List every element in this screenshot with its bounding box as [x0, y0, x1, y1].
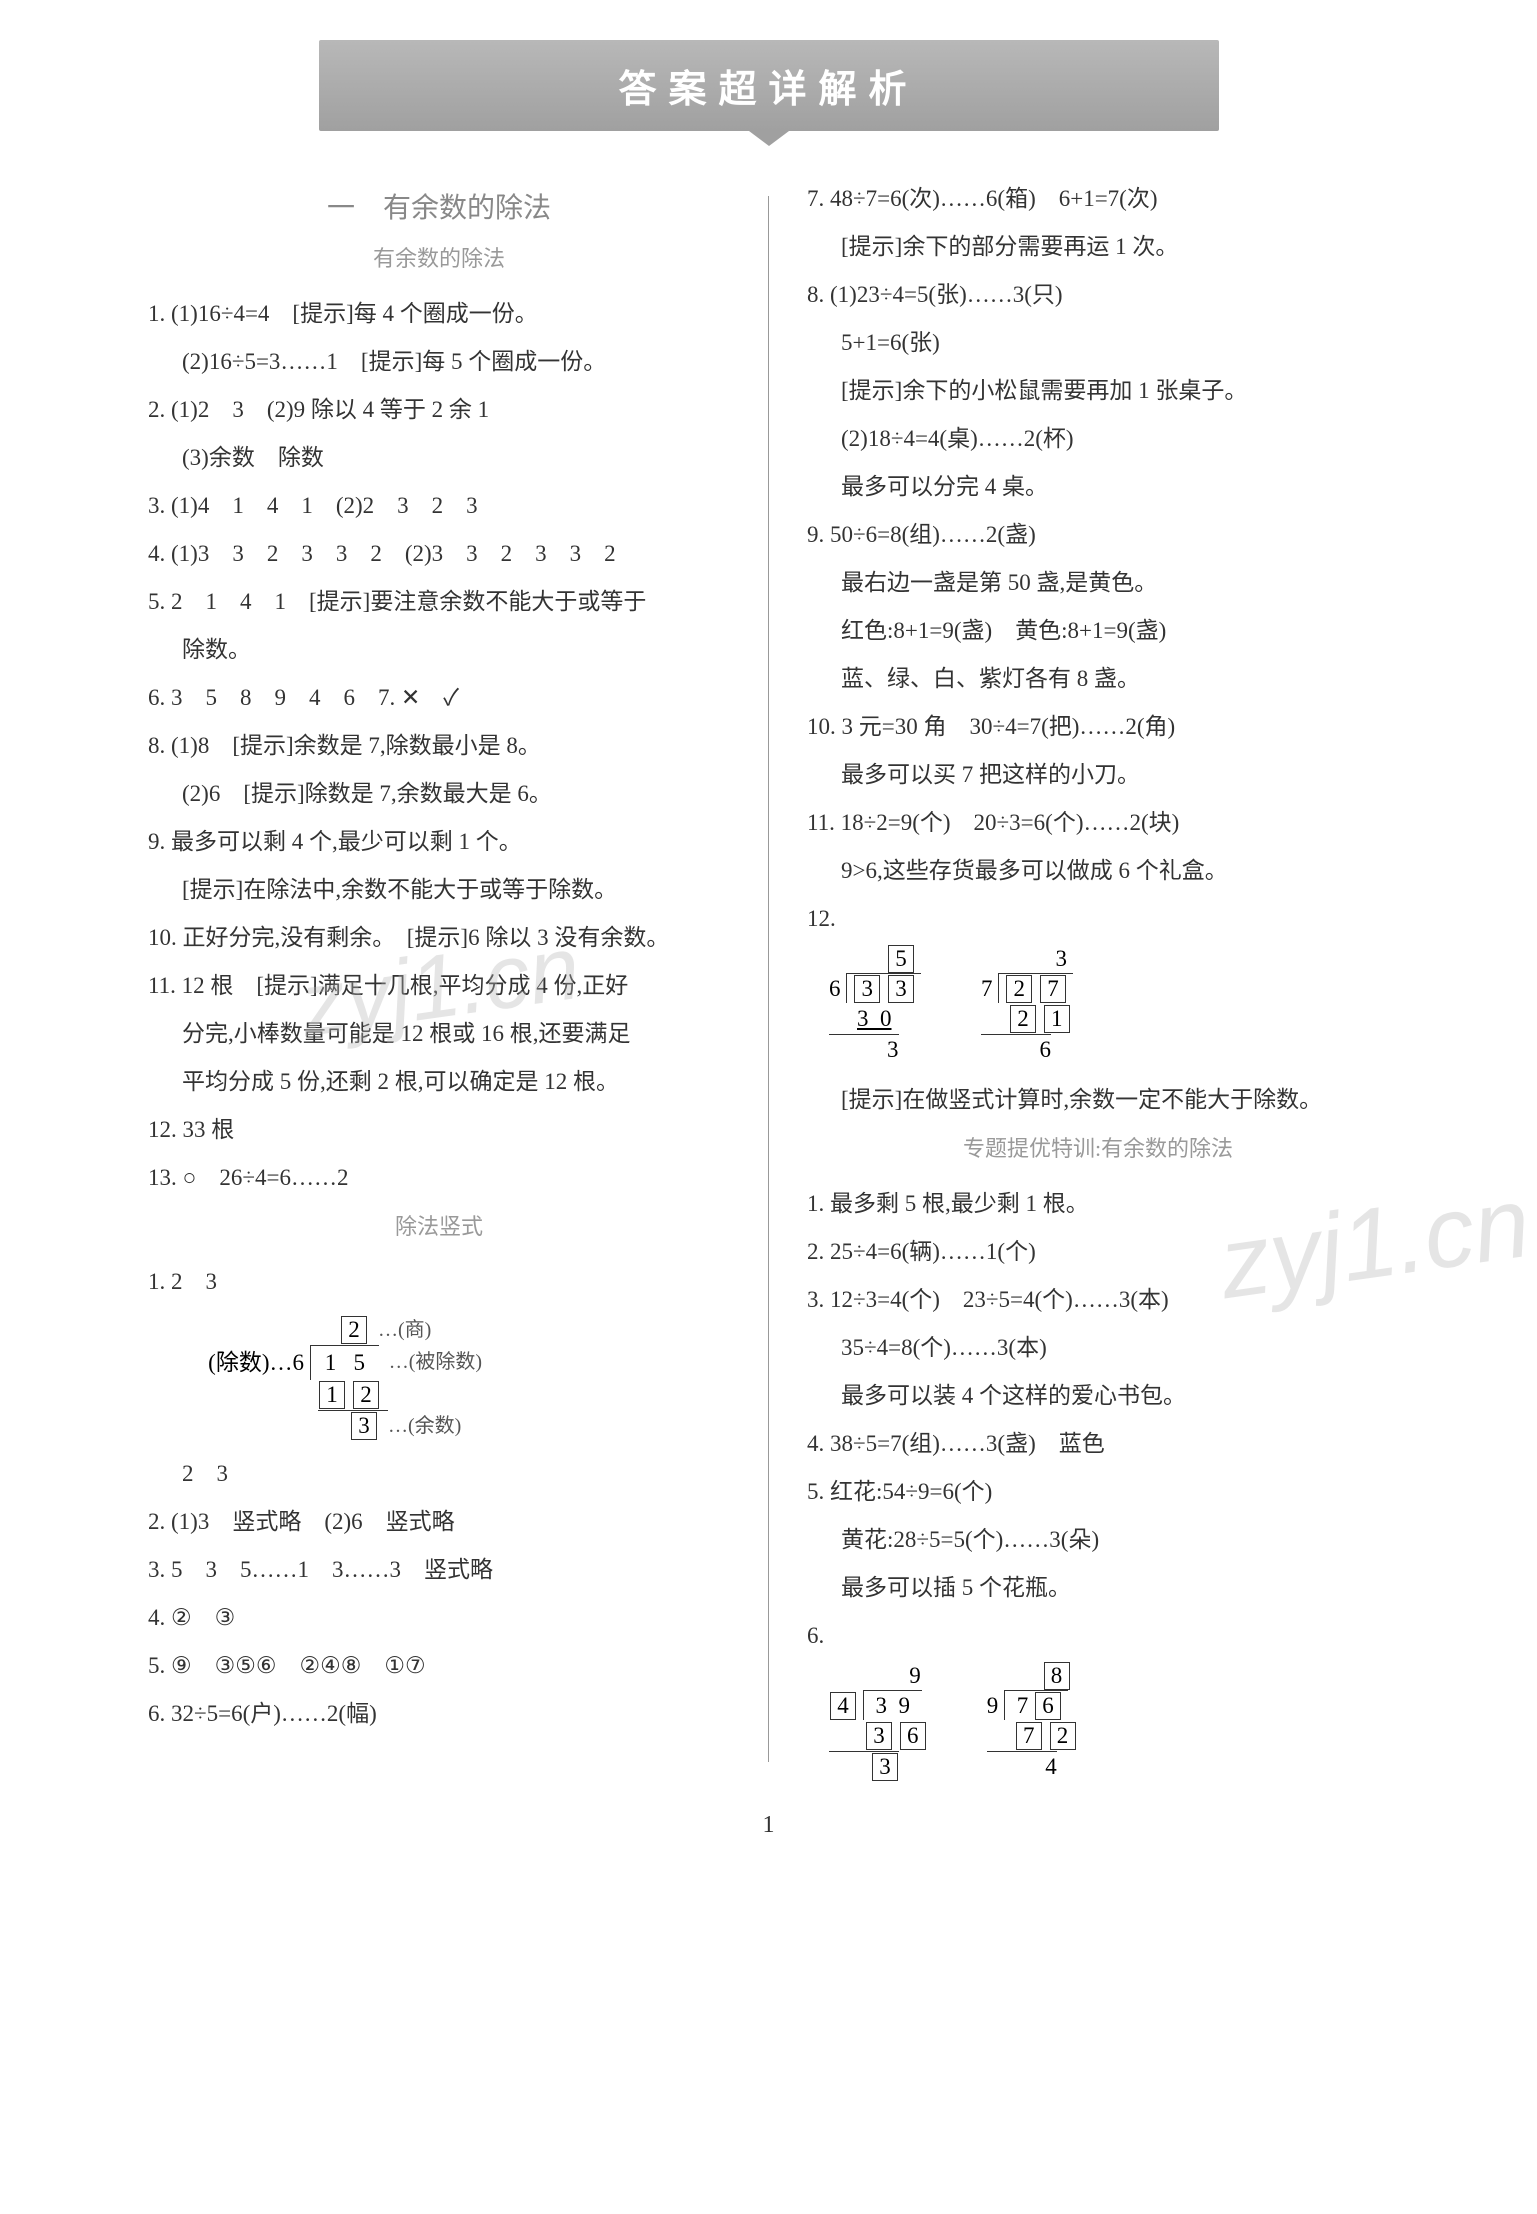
ld-box: 2 [353, 1381, 379, 1409]
answer-line: 平均分成 5 份,还剩 2 根,可以确定是 12 根。 [140, 1059, 738, 1105]
banner-title: 答案超详解析 [319, 58, 1219, 113]
answer-line: 6. 3 5 8 9 4 6 7. ✕ ✓ [140, 675, 738, 721]
section-title: 一 有余数的除法 [140, 186, 738, 226]
answer-line: 最右边一盏是第 50 盏,是黄色。 [799, 560, 1397, 606]
banner-bg: 答案超详解析 [319, 40, 1219, 131]
answer-line: 8. (1)23÷4=5(张)……3(只) [799, 272, 1397, 318]
ld-box: 1 [319, 1381, 345, 1409]
answer-line: 5. 红花:54÷9=6(个) [799, 1469, 1397, 1515]
answer-line: 最多可以分完 4 桌。 [799, 464, 1397, 510]
answer-line: 9. 最多可以剩 4 个,最少可以剩 1 个。 [140, 819, 738, 865]
answer-line: 2 3 [140, 1451, 738, 1497]
long-division-4: 8 9 7 6 7 2 4 [987, 1661, 1077, 1782]
page-number: 1 [0, 1812, 1537, 1839]
answer-line: 4. ② ③ [140, 1595, 738, 1641]
answer-line: [提示]余下的小松鼠需要再加 1 张桌子。 [799, 368, 1397, 414]
answer-line: 12. 33 根 [140, 1107, 738, 1153]
answer-line: 蓝、绿、白、紫灯各有 8 盏。 [799, 656, 1397, 702]
ld-dividend-label: …(被除数) [389, 1349, 482, 1375]
answer-line: (2)16÷5=3……1 [提示]每 5 个圈成一份。 [140, 339, 738, 385]
answer-line: [提示]余下的部分需要再运 1 次。 [799, 224, 1397, 270]
answer-line: 6. [799, 1613, 1397, 1659]
answer-line: 3. 5 3 5……1 3……3 竖式略 [140, 1547, 738, 1593]
answer-line: 9>6,这些存货最多可以做成 6 个礼盒。 [799, 848, 1397, 894]
answer-line: 2. (1)3 竖式略 (2)6 竖式略 [140, 1499, 738, 1545]
answer-line: 2. 25÷4=6(辆)……1(个) [799, 1229, 1397, 1275]
answer-line: 除数。 [140, 627, 738, 673]
ld-remainder-box: 3 [351, 1412, 377, 1440]
ld-remainder-label: …(余数) [388, 1413, 461, 1439]
answer-line: [提示]在除法中,余数不能大于或等于除数。 [140, 867, 738, 913]
answer-line: 11. 12 根 [提示]满足十几根,平均分成 4 份,正好 [140, 963, 738, 1009]
answer-line: 3. (1)4 1 4 1 (2)2 3 2 3 [140, 483, 738, 529]
section-subtitle-2: 除法竖式 [140, 1209, 738, 1241]
answer-line: 8. (1)8 [提示]余数是 7,除数最小是 8。 [140, 723, 738, 769]
answer-line: 13. ○ 26÷4=6……2 [140, 1155, 738, 1201]
answer-line: 10. 3 元=30 角 30÷4=7(把)……2(角) [799, 704, 1397, 750]
ld-divisor-label: (除数)…6 [200, 1348, 310, 1378]
long-division-pair-2: 9 4 3 9 3 6 3 8 9 7 6 7 2 4 [829, 1661, 1397, 1782]
banner-tail [749, 131, 789, 146]
header-banner: 答案超详解析 [319, 40, 1219, 146]
answer-line: 2. (1)2 3 (2)9 除以 4 等于 2 余 1 [140, 387, 738, 433]
long-division-pair-1: 5 6 3 3 3 0 3 3 7 2 7 2 1 6 [829, 944, 1397, 1065]
answer-line: 5. 2 1 4 1 [提示]要注意余数不能大于或等于 [140, 579, 738, 625]
answer-line: 35÷4=8(个)……3(本) [799, 1325, 1397, 1371]
left-column: zyj1.cn 一 有余数的除法 有余数的除法 1. (1)16÷4=4 [提示… [140, 176, 738, 1782]
answer-line: 最多可以装 4 个这样的爱心书包。 [799, 1373, 1397, 1419]
column-divider [768, 196, 769, 1762]
answer-line: 分完,小棒数量可能是 12 根或 16 根,还要满足 [140, 1011, 738, 1057]
ld-quotient-box: 2 [341, 1316, 367, 1344]
section-subtitle-1: 有余数的除法 [140, 241, 738, 273]
answer-line: 4. 38÷5=7(组)……3(盏) 蓝色 [799, 1421, 1397, 1467]
answer-line: 5. ⑨ ③⑤⑥ ②④⑧ ①⑦ [140, 1643, 738, 1689]
answer-line: 5+1=6(张) [799, 320, 1397, 366]
answer-line: 11. 18÷2=9(个) 20÷3=6(个)……2(块) [799, 800, 1397, 846]
long-division-3: 9 4 3 9 3 6 3 [829, 1661, 927, 1782]
answer-line: 红色:8+1=9(盏) 黄色:8+1=9(盏) [799, 608, 1397, 654]
answer-line: 黄花:28÷5=5(个)……3(朵) [799, 1517, 1397, 1563]
answer-line: 4. (1)3 3 2 3 3 2 (2)3 3 2 3 3 2 [140, 531, 738, 577]
answer-line: 1. 最多剩 5 根,最少剩 1 根。 [799, 1181, 1397, 1227]
content-columns: zyj1.cn 一 有余数的除法 有余数的除法 1. (1)16÷4=4 [提示… [0, 176, 1537, 1782]
answer-line: 1. (1)16÷4=4 [提示]每 4 个圈成一份。 [140, 291, 738, 337]
answer-line: 1. 2 3 [140, 1259, 738, 1305]
answer-line: 12. [799, 896, 1397, 942]
long-division-1: 5 6 3 3 3 0 3 [829, 944, 921, 1065]
answer-line: 9. 50÷6=8(组)……2(盏) [799, 512, 1397, 558]
ld-quotient-label: …(商) [378, 1317, 431, 1343]
answer-line: 6. 32÷5=6(户)……2(幅) [140, 1691, 738, 1737]
answer-line: 最多可以买 7 把这样的小刀。 [799, 752, 1397, 798]
answer-line: [提示]在做竖式计算时,余数一定不能大于除数。 [799, 1077, 1397, 1123]
section-subtitle-3: 专题提优特训:有余数的除法 [799, 1131, 1397, 1163]
answer-line: 3. 12÷3=4(个) 23÷5=4(个)……3(本) [799, 1277, 1397, 1323]
answer-line: 最多可以插 5 个花瓶。 [799, 1565, 1397, 1611]
page-container: 答案超详解析 zyj1.cn 一 有余数的除法 有余数的除法 1. (1)16÷… [0, 40, 1537, 1839]
answer-line: 10. 正好分完,没有剩余。 [提示]6 除以 3 没有余数。 [140, 915, 738, 961]
long-division-2: 3 7 2 7 2 1 6 [981, 944, 1073, 1065]
answer-line: (2)6 [提示]除数是 7,余数最大是 6。 [140, 771, 738, 817]
long-division-annotated: 2 …(商) (除数)…6 1 5 …(被除数) 1 2 [200, 1315, 738, 1441]
answer-line: (3)余数 除数 [140, 435, 738, 481]
right-column: zyj1.cn 7. 48÷7=6(次)……6(箱) 6+1=7(次) [提示]… [799, 176, 1397, 1782]
answer-line: 7. 48÷7=6(次)……6(箱) 6+1=7(次) [799, 176, 1397, 222]
answer-line: (2)18÷4=4(桌)……2(杯) [799, 416, 1397, 462]
